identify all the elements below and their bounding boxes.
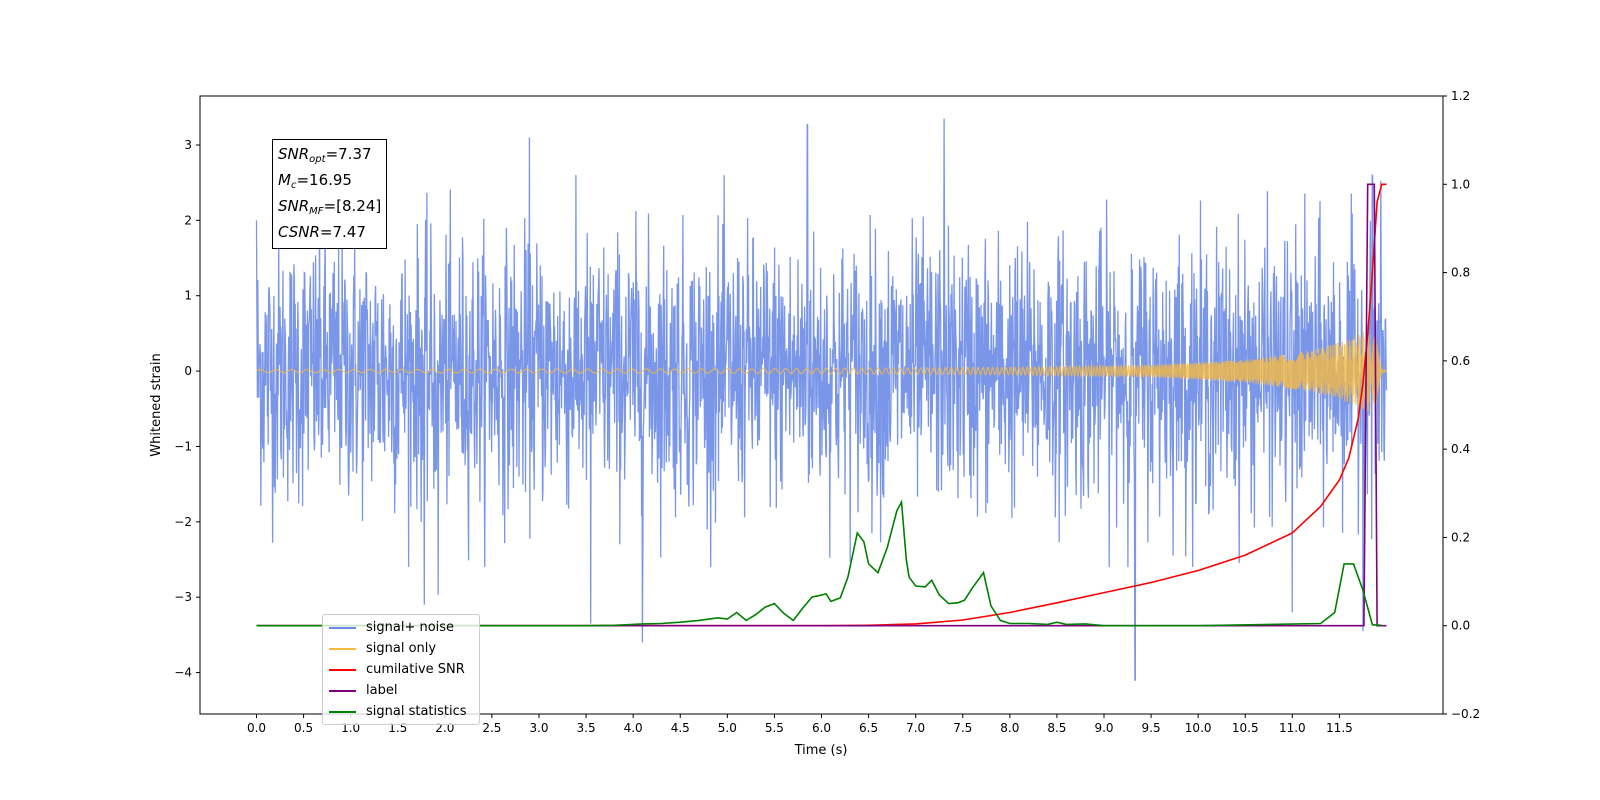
plot-area xyxy=(255,118,1388,681)
legend-swatch xyxy=(329,710,356,713)
snr-opt-text: SNRopt=7.37 xyxy=(278,145,372,165)
y-tick-label: 0 xyxy=(184,364,192,378)
x-tick-label: 8.0 xyxy=(1000,721,1019,735)
x-tick-label: 7.5 xyxy=(953,721,972,735)
x-tick-label: 9.5 xyxy=(1142,721,1161,735)
x-tick-label: 9.0 xyxy=(1094,721,1113,735)
legend-label: cumilative SNR xyxy=(366,662,465,677)
x-tick-label: 7.0 xyxy=(906,721,925,735)
y-tick-label: −1 xyxy=(174,439,192,453)
legend-swatch xyxy=(329,626,356,629)
y2-tick-label: 0.2 xyxy=(1451,530,1470,544)
series-signal-statistics-line xyxy=(256,499,1382,627)
legend-label: signal only xyxy=(366,641,437,656)
series-cumulative-snr-line xyxy=(256,183,1387,627)
x-tick-label: 0.5 xyxy=(294,721,313,735)
legend-item: signal only xyxy=(323,638,479,659)
y2-tick-label: 0.4 xyxy=(1451,442,1470,456)
y2-tick-label: 1.2 xyxy=(1451,89,1470,103)
legend-label: signal+ noise xyxy=(366,620,455,635)
x-tick-label: 10.0 xyxy=(1185,721,1212,735)
y-tick-label: −3 xyxy=(174,590,192,604)
y-tick-label: −2 xyxy=(174,515,192,529)
y-axis-label: Whitened strain xyxy=(149,353,164,456)
series-signal-noise-line xyxy=(255,118,1388,681)
x-axis-label: Time (s) xyxy=(794,743,848,758)
snr-mf-text: SNRMF=[8.24] xyxy=(278,197,382,217)
legend-item: cumilative SNR xyxy=(323,659,479,680)
legend-swatch xyxy=(329,647,356,650)
legend-label: signal statistics xyxy=(366,704,467,719)
chirp-mass-text: Mc=16.95 xyxy=(278,171,352,191)
legend-item: signal statistics xyxy=(323,701,479,722)
x-tick-label: 5.0 xyxy=(718,721,737,735)
x-tick-label: 4.0 xyxy=(624,721,643,735)
series-signal-only-line xyxy=(256,330,1387,412)
y2-tick-label: 0.6 xyxy=(1451,354,1470,368)
legend-swatch xyxy=(329,668,356,671)
x-tick-label: 6.5 xyxy=(859,721,878,735)
legend-label: label xyxy=(366,683,398,698)
x-tick-label: 11.0 xyxy=(1279,721,1306,735)
legend-item: label xyxy=(323,680,479,701)
x-tick-label: 5.5 xyxy=(765,721,784,735)
y2-tick-label: 0.8 xyxy=(1451,266,1470,280)
y2-tick-label: 0.0 xyxy=(1451,619,1470,633)
y2-tick-label: −0.2 xyxy=(1451,707,1480,721)
y-tick-label: 1 xyxy=(184,289,192,303)
csnr-text: CSNR=7.47 xyxy=(278,223,366,241)
x-tick-label: 3.5 xyxy=(577,721,596,735)
y2-tick-label: 1.0 xyxy=(1451,177,1470,191)
series-group xyxy=(255,118,1388,681)
y-tick-label: 3 xyxy=(184,138,192,152)
legend-item: signal+ noise xyxy=(323,617,479,638)
x-tick-label: 6.0 xyxy=(812,721,831,735)
legend-swatch xyxy=(329,689,356,692)
x-tick-label: 8.5 xyxy=(1047,721,1066,735)
metrics-annotation: SNRopt=7.37 Mc=16.95 SNRMF=[8.24] CSNR=7… xyxy=(272,139,388,249)
x-tick-label: 2.5 xyxy=(482,721,501,735)
x-tick-label: 3.0 xyxy=(529,721,548,735)
y-tick-label: −4 xyxy=(174,666,192,680)
x-tick-label: 11.5 xyxy=(1326,721,1353,735)
legend: signal+ noise signal only cumilative SNR… xyxy=(322,614,480,725)
x-tick-label: 10.5 xyxy=(1232,721,1259,735)
y-tick-label: 2 xyxy=(184,213,192,227)
x-tick-label: 4.5 xyxy=(671,721,690,735)
x-tick-label: 0.0 xyxy=(247,721,266,735)
